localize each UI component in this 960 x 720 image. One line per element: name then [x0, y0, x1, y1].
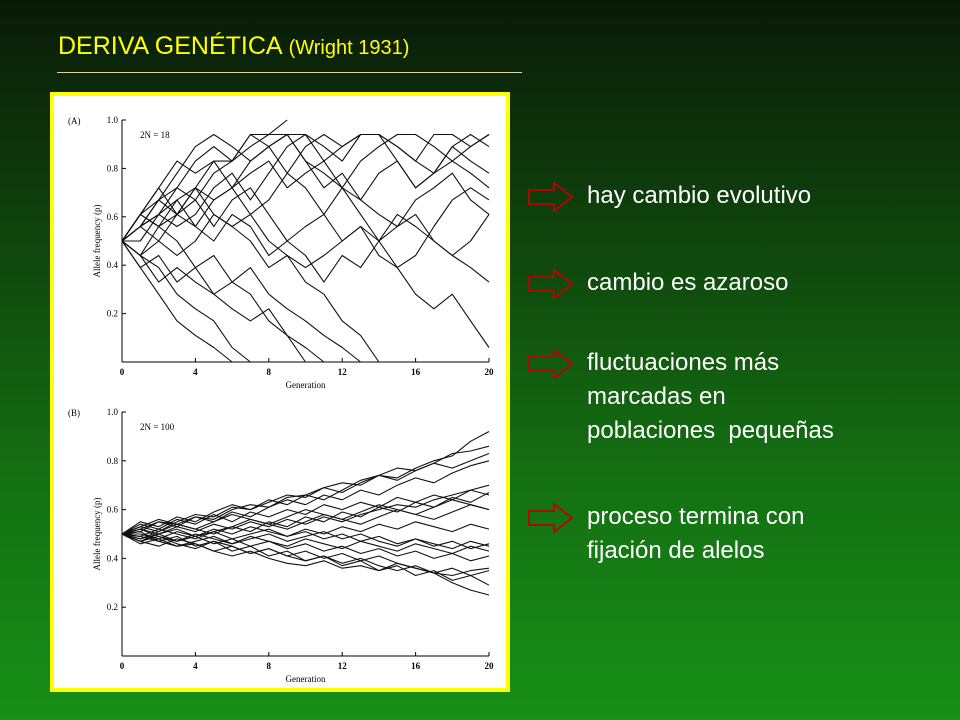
drift-panel-a: 0.2 0.4 0.6 0.8 1.0 0 4 8 12 16 20 (A) 2N = 18 Genera… — [68, 115, 494, 390]
drift-trajectory — [121, 187, 380, 363]
bullet-line: proceso termina con — [587, 503, 805, 530]
drift-trajectory — [121, 504, 490, 540]
x-tick-label: 16 — [411, 367, 421, 377]
x-tick-label: 12 — [338, 661, 348, 671]
drift-trajectory — [121, 133, 490, 242]
y-tick-label: 0.8 — [107, 163, 119, 173]
arrow-outline-icon — [528, 503, 574, 533]
x-tick-label: 0 — [120, 367, 125, 377]
bullet-text: hay cambio evolutivo — [587, 179, 927, 213]
drift-trajectory — [121, 213, 490, 283]
bullet-line: cambio es azaroso — [587, 269, 789, 296]
y-tick-label: 0.4 — [107, 260, 119, 270]
y-tick-label: 0.6 — [107, 212, 119, 222]
drift-trajectory — [121, 133, 490, 242]
drift-trajectory — [121, 533, 490, 577]
drift-trajectory — [121, 213, 306, 363]
arrow-outline-icon — [528, 349, 574, 379]
drift-panel-b: 0.2 0.4 0.6 0.8 1.0 0 4 8 12 16 20 (B) 2N = 100 Gener… — [68, 407, 494, 684]
x-tick-label: 8 — [267, 661, 272, 671]
drift-trajectory — [122, 521, 490, 540]
drift-trajectory — [121, 484, 490, 535]
title-main: DERIVA GENÉTICA — [58, 32, 283, 60]
drift-trajectory — [121, 240, 325, 363]
drift-trajectory — [121, 533, 490, 596]
x-tick-label: 20 — [485, 367, 495, 377]
population-label: 2N = 18 — [140, 130, 170, 140]
panel-label: (A) — [68, 116, 81, 126]
bullet-line: fluctuaciones más — [587, 349, 780, 376]
arrow-outline-icon — [528, 182, 574, 212]
y-axis-label: Allele frequency (p) — [92, 205, 102, 278]
x-tick-label: 12 — [338, 367, 348, 377]
drift-figure-svg: 0.2 0.4 0.6 0.8 1.0 0 4 8 12 16 20 (A) 2N = 18 Genera… — [68, 115, 494, 684]
drift-trajectory — [121, 528, 490, 555]
drift-trajectory — [121, 240, 251, 363]
y-tick-label: 0.2 — [107, 309, 118, 319]
drift-trajectory — [121, 172, 490, 348]
x-tick-label: 8 — [267, 367, 272, 377]
drift-trajectory — [121, 531, 490, 586]
x-axis-label: Generation — [286, 674, 326, 684]
drift-trajectory — [121, 533, 490, 562]
title-citation: (Wright 1931) — [288, 37, 410, 59]
y-tick-label: 0.4 — [107, 553, 119, 563]
drift-trajectory — [121, 531, 490, 550]
drift-trajectory — [121, 533, 490, 577]
x-axis-label: Generation — [286, 380, 326, 390]
x-tick-label: 0 — [120, 661, 125, 671]
x-tick-label: 4 — [193, 367, 198, 377]
panel-label: (B) — [68, 408, 80, 418]
x-tick-label: 20 — [485, 661, 495, 671]
bullet-text: proceso termina con fijación de alelos — [587, 500, 927, 568]
drift-trajectory — [121, 199, 490, 283]
slide-title: DERIVA GENÉTICA (Wright 1931) — [58, 32, 409, 61]
y-tick-label: 1.0 — [107, 115, 119, 125]
bullet-line: marcadas en — [587, 383, 726, 410]
bullet-line: hay cambio evolutivo — [587, 182, 812, 209]
x-tick-label: 4 — [193, 661, 198, 671]
y-tick-label: 0.8 — [107, 456, 119, 466]
drift-trajectory — [121, 240, 361, 363]
drift-trajectory — [121, 133, 490, 242]
y-tick-label: 1.0 — [107, 407, 119, 417]
drift-trajectory — [121, 445, 490, 535]
y-axis-label: Allele frequency (p) — [92, 498, 102, 571]
drift-trajectory — [121, 460, 490, 535]
y-tick-label: 0.6 — [107, 505, 119, 515]
drift-trajectory — [121, 528, 490, 550]
drift-figure: 0.2 0.4 0.6 0.8 1.0 0 4 8 12 16 20 (A) 2N = 18 Genera… — [50, 92, 510, 692]
bullet-text: cambio es azaroso — [587, 266, 927, 300]
bullet-line: fijación de alelos — [587, 537, 765, 564]
y-tick-label: 0.2 — [107, 602, 118, 612]
title-underline — [57, 72, 522, 73]
drift-trajectory — [121, 240, 233, 363]
x-tick-label: 16 — [411, 661, 421, 671]
arrow-outline-icon — [528, 269, 574, 299]
population-label: 2N = 100 — [140, 422, 175, 432]
bullet-line: poblaciones pequeñas — [587, 417, 834, 444]
drift-trajectory — [121, 452, 490, 535]
bullet-text: fluctuaciones más marcadas en poblacione… — [587, 346, 927, 448]
drift-trajectory — [121, 492, 490, 540]
drift-trajectory — [121, 489, 490, 535]
